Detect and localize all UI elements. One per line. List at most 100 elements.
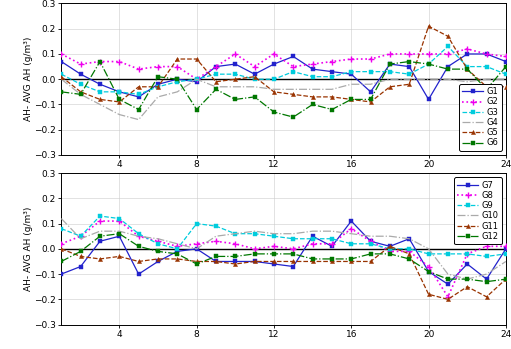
G1 xyxy=(348,72,354,76)
G12 xyxy=(483,280,490,284)
G7 xyxy=(174,249,180,253)
G11 xyxy=(78,254,84,259)
G5 xyxy=(387,85,393,89)
G7 xyxy=(426,269,432,274)
G3 xyxy=(135,92,142,96)
G7 xyxy=(194,247,200,251)
G7 xyxy=(78,265,84,269)
G9 xyxy=(97,214,103,218)
G8 xyxy=(97,219,103,223)
G9 xyxy=(348,242,354,246)
G3 xyxy=(155,85,161,89)
G7 xyxy=(445,282,451,286)
G6 xyxy=(329,107,335,112)
G2 xyxy=(78,62,84,66)
G5 xyxy=(367,100,374,104)
G8 xyxy=(78,234,84,238)
G9 xyxy=(310,237,316,241)
G2 xyxy=(348,57,354,61)
G3 xyxy=(503,72,509,76)
G3 xyxy=(483,65,490,69)
G5 xyxy=(290,92,296,96)
G8 xyxy=(348,227,354,231)
G12 xyxy=(271,252,277,256)
G2 xyxy=(97,59,103,64)
G5 xyxy=(251,75,258,79)
G9 xyxy=(271,234,277,238)
G12 xyxy=(503,277,509,281)
G8 xyxy=(503,244,509,248)
G5 xyxy=(271,90,277,94)
G6 xyxy=(271,110,277,114)
Line: G9: G9 xyxy=(59,214,508,259)
G1 xyxy=(213,65,219,69)
Line: G2: G2 xyxy=(59,46,508,82)
G11 xyxy=(58,247,64,251)
G2 xyxy=(503,54,509,59)
G9 xyxy=(503,252,509,256)
G3 xyxy=(232,72,238,76)
G1 xyxy=(58,59,64,64)
G5 xyxy=(155,85,161,89)
G1 xyxy=(406,65,412,69)
Line: G8: G8 xyxy=(59,218,508,299)
Y-axis label: AH- AVG AH (g/m³): AH- AVG AH (g/m³) xyxy=(24,207,33,291)
G6 xyxy=(116,97,122,102)
G2 xyxy=(387,52,393,56)
G7 xyxy=(387,244,393,248)
G4 xyxy=(97,102,103,106)
G2 xyxy=(271,52,277,56)
G11 xyxy=(464,285,470,289)
G7 xyxy=(135,272,142,276)
G10 xyxy=(445,272,451,276)
G3 xyxy=(464,65,470,69)
G11 xyxy=(232,262,238,266)
G12 xyxy=(367,252,374,256)
G10 xyxy=(135,234,142,238)
Line: G12: G12 xyxy=(59,232,508,284)
G3 xyxy=(387,69,393,74)
G1 xyxy=(78,72,84,76)
G10 xyxy=(329,229,335,233)
Legend: G7, G8, G9, G10, G11, G12: G7, G8, G9, G10, G11, G12 xyxy=(454,177,502,244)
G5 xyxy=(445,34,451,38)
G10 xyxy=(97,229,103,233)
G8 xyxy=(58,242,64,246)
G6 xyxy=(174,77,180,81)
Line: G4: G4 xyxy=(61,79,506,120)
G9 xyxy=(290,237,296,241)
G8 xyxy=(464,252,470,256)
G6 xyxy=(251,95,258,99)
G9 xyxy=(232,232,238,236)
G11 xyxy=(348,259,354,263)
G12 xyxy=(174,252,180,256)
G7 xyxy=(329,244,335,248)
G5 xyxy=(116,100,122,104)
G11 xyxy=(483,295,490,299)
G9 xyxy=(387,247,393,251)
G4 xyxy=(387,77,393,81)
G4 xyxy=(251,85,258,89)
G3 xyxy=(116,90,122,94)
G5 xyxy=(232,77,238,81)
G10 xyxy=(116,229,122,233)
G6 xyxy=(58,90,64,94)
G2 xyxy=(290,65,296,69)
G7 xyxy=(464,262,470,266)
G8 xyxy=(445,295,451,299)
G6 xyxy=(213,87,219,91)
G4 xyxy=(310,87,316,91)
G6 xyxy=(348,97,354,102)
G10 xyxy=(271,232,277,236)
G5 xyxy=(213,80,219,84)
G7 xyxy=(367,239,374,243)
G8 xyxy=(290,247,296,251)
G1 xyxy=(503,59,509,64)
G4 xyxy=(348,82,354,86)
G12 xyxy=(58,259,64,263)
G6 xyxy=(155,75,161,79)
G6 xyxy=(367,97,374,102)
G9 xyxy=(464,252,470,256)
G3 xyxy=(290,69,296,74)
G8 xyxy=(232,242,238,246)
